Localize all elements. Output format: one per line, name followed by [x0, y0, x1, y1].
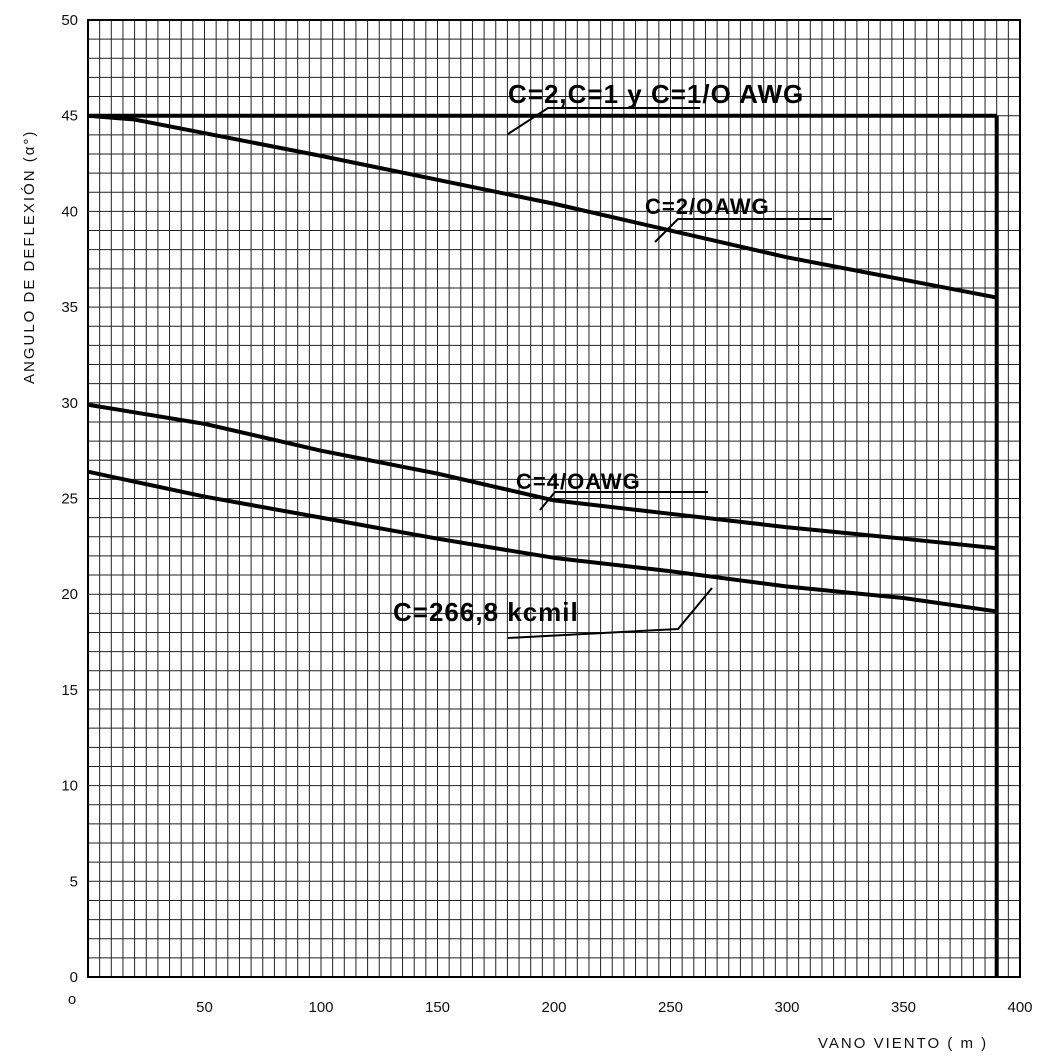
x-tick-label: 200 [541, 999, 566, 1016]
y-tick-label: 45 [61, 108, 78, 125]
x-tick-label: 50 [196, 999, 213, 1016]
y-tick-label: 0 [70, 969, 78, 986]
x-tick-labels: o 50 100 150 200 250 300 350 400 [68, 991, 1033, 1016]
leader-line-2 [539, 491, 708, 511]
y-tick-label: 50 [61, 12, 78, 29]
x-tick-label: o [68, 991, 76, 1008]
x-tick-label: 350 [891, 999, 916, 1016]
series-line-1 [87, 113, 998, 300]
series-line-2 [87, 402, 997, 551]
y-tick-label: 30 [61, 395, 78, 412]
y-tick-label: 10 [61, 778, 78, 795]
leader-line-3 [507, 587, 713, 639]
series-line-3 [87, 469, 997, 614]
series-label-c2-c1-c1o: C=2,C=1 y C=1/O AWG [508, 79, 804, 109]
x-tick-label: 150 [425, 999, 450, 1016]
plot-border [87, 19, 1021, 978]
y-tick-label: 40 [61, 203, 78, 220]
series-label-c2o: C=2/OAWG [645, 194, 770, 219]
leader-line-1 [654, 218, 832, 243]
x-tick-label: 400 [1007, 999, 1032, 1016]
label-leaders [507, 107, 832, 639]
series-lines [87, 113, 999, 977]
y-tick-label: 25 [61, 491, 78, 508]
x-axis-title: VANO VIENTO ( m ) [818, 1035, 988, 1052]
leader-line-0 [507, 107, 700, 135]
y-tick-label: 15 [61, 682, 78, 699]
series-label-c4o: C=4/OAWG [516, 469, 641, 494]
y-tick-label: 20 [61, 586, 78, 603]
x-tick-label: 300 [774, 999, 799, 1016]
y-axis-title: ANGULO DE DEFLEXIÓN (α°) [21, 130, 38, 384]
plot-frame [87, 19, 1021, 978]
series-label-c266: C=266,8 kcmil [393, 597, 579, 627]
x-tick-label: 250 [658, 999, 683, 1016]
y-tick-label: 35 [61, 299, 78, 316]
y-tick-label: 5 [70, 873, 78, 890]
y-tick-labels: 0 5 10 15 20 25 30 35 40 45 50 [61, 12, 78, 986]
x-tick-label: 100 [308, 999, 333, 1016]
